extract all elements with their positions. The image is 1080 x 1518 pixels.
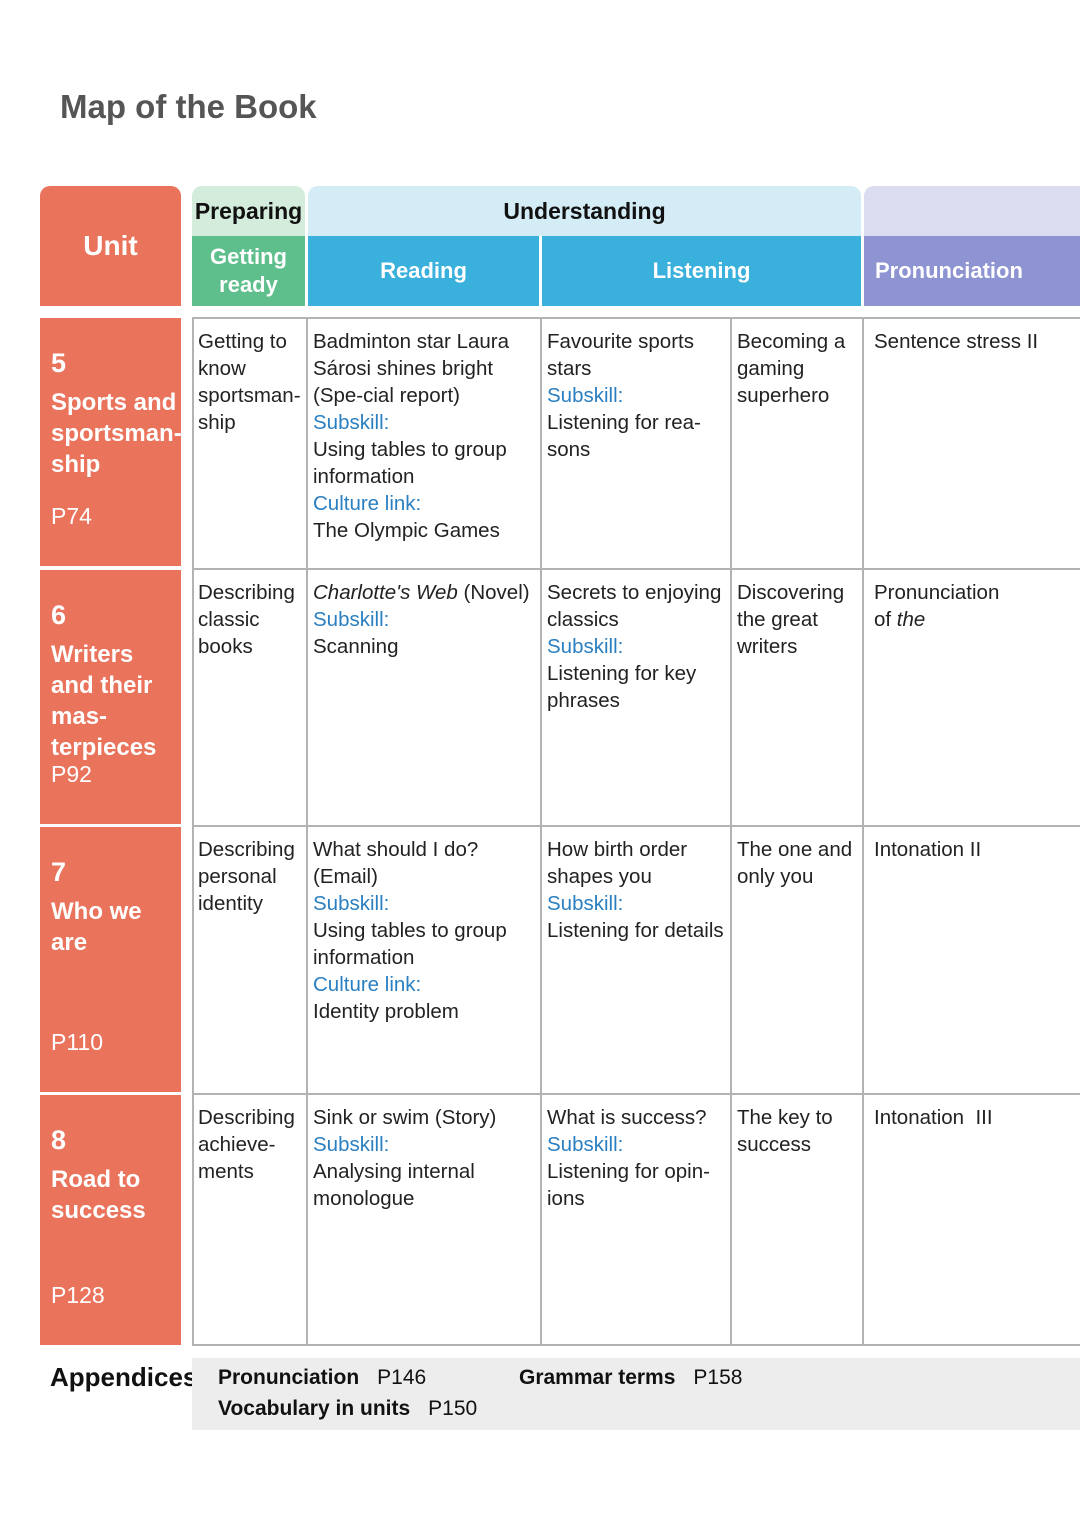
reading-title: What should I do? (Email) xyxy=(313,838,479,888)
listening-cell: How birth order shapes you Subskill: Lis… xyxy=(541,826,730,944)
subskill-label: Subskill: xyxy=(313,411,390,434)
appendix-page: P150 xyxy=(428,1397,478,1420)
subskill-label: Subskill: xyxy=(547,384,624,407)
pronunciation-cell: Intonation II xyxy=(874,838,982,861)
subskill-label: Subskill: xyxy=(313,1133,390,1156)
header-getting-ready: Getting ready xyxy=(192,236,305,306)
row-divider xyxy=(192,1093,1080,1095)
subskill-text: Listening for key phrases xyxy=(547,662,697,712)
culture-link-text: The Olympic Games xyxy=(313,519,500,542)
unit-5-cell: 5 Sports and sportsman-ship P74 xyxy=(40,318,182,566)
listening-extra-cell: The one and only you xyxy=(737,838,853,888)
reading-title: Badminton star Laura Sárosi shines brigh… xyxy=(313,330,510,407)
appendix-vocabulary: Vocabulary in units P150 xyxy=(218,1397,477,1421)
getting-ready-cell: Getting to know sportsman-ship xyxy=(198,330,301,434)
subskill-label: Subskill: xyxy=(313,608,390,631)
listening-title: Secrets to enjoying classics xyxy=(547,581,722,631)
unit-number: 5 xyxy=(51,348,67,378)
header-preparing: Preparing xyxy=(192,186,305,236)
culture-link-label: Culture link: xyxy=(313,973,422,996)
unit-page: P110 xyxy=(51,1029,104,1055)
row-divider xyxy=(192,317,1080,319)
pronunciation-cell: Sentence stress II xyxy=(874,330,1039,353)
unit-number: 7 xyxy=(51,857,67,887)
listening-cell: Favourite sports stars Subskill: Listeni… xyxy=(541,318,730,463)
appendix-page: P146 xyxy=(377,1366,427,1389)
subskill-text: Listening for details xyxy=(547,919,724,942)
listening-title: What is success? xyxy=(547,1106,707,1129)
listening-cell: What is success? Subskill: Listening for… xyxy=(541,1094,730,1212)
listening-title: Favourite sports stars xyxy=(547,330,694,380)
reading-title: Sink or swim (Story) xyxy=(313,1106,497,1129)
subskill-label: Subskill: xyxy=(547,892,624,915)
appendix-page: P158 xyxy=(693,1366,743,1389)
column-divider xyxy=(306,318,308,1345)
getting-ready-cell: Describing personal identity xyxy=(198,838,295,915)
column-divider xyxy=(862,318,864,1345)
subskill-text: Listening for rea-sons xyxy=(547,411,701,461)
reading-title-italic: Charlotte's Web xyxy=(313,581,458,604)
subskill-label: Subskill: xyxy=(547,1133,624,1156)
unit-page: P92 xyxy=(51,761,92,787)
column-divider xyxy=(730,318,732,1345)
appendices-label: Appendices xyxy=(50,1362,198,1392)
unit-number: 6 xyxy=(51,600,67,630)
appendix-grammar: Grammar terms P158 xyxy=(519,1366,742,1390)
listening-title: How birth order shapes you xyxy=(547,838,688,888)
header-pronunciation: Pronunciation xyxy=(864,236,1080,306)
header-pronunciation-top xyxy=(864,186,1080,236)
unit-page: P74 xyxy=(51,503,92,529)
subskill-text: Scanning xyxy=(313,635,399,658)
appendix-label: Pronunciation xyxy=(218,1366,360,1389)
header-reading: Reading xyxy=(308,236,539,306)
appendix-pronunciation: Pronunciation P146 xyxy=(218,1366,426,1390)
reading-title: Charlotte's Web (Novel) xyxy=(313,579,536,606)
pronunciation-prefix: of xyxy=(874,608,897,631)
reading-cell: Badminton star Laura Sárosi shines brigh… xyxy=(307,318,540,544)
subskill-text: Analysing internal monologue xyxy=(313,1160,475,1210)
reading-cell: What should I do? (Email) Subskill: Usin… xyxy=(307,826,540,1025)
pronunciation-italic: the xyxy=(896,608,926,631)
unit-title: Writers and their mas-terpieces xyxy=(51,641,157,761)
unit-title: Road to success xyxy=(51,1166,146,1224)
culture-link-text: Identity problem xyxy=(313,1000,459,1023)
unit-title: Who we are xyxy=(51,898,142,956)
subskill-text: Using tables to group information xyxy=(313,438,507,488)
subskill-label: Subskill: xyxy=(547,635,624,658)
row-divider xyxy=(192,568,1080,570)
pronunciation-cell: Pronunciation of the xyxy=(863,569,1080,633)
reading-title-rest: (Novel) xyxy=(457,581,530,604)
column-divider xyxy=(192,318,194,1345)
reading-cell: Sink or swim (Story) Subskill: Analysing… xyxy=(307,1094,540,1212)
unit-number: 8 xyxy=(51,1125,67,1155)
row-divider xyxy=(192,825,1080,827)
getting-ready-cell: Describing achieve-ments xyxy=(198,1106,295,1183)
culture-link-label: Culture link: xyxy=(313,492,422,515)
listening-extra-cell: Becoming a gaming superhero xyxy=(737,330,846,407)
pronunciation-text: Pronunciation xyxy=(874,581,1000,604)
listening-extra-cell: The key to success xyxy=(737,1106,833,1156)
subskill-label: Subskill: xyxy=(313,892,390,915)
appendix-label: Grammar terms xyxy=(519,1366,676,1389)
unit-6-cell: 6 Writers and their mas-terpieces P92 xyxy=(40,570,181,824)
pronunciation-cell: Intonation III xyxy=(874,1106,993,1129)
listening-extra-cell: Discovering the great writers xyxy=(737,581,845,658)
getting-ready-cell: Describing classic books xyxy=(198,581,295,658)
unit-title: Sports and sportsman-ship xyxy=(51,389,182,478)
reading-cell: Charlotte's Web (Novel) Subskill: Scanni… xyxy=(307,569,540,660)
page-title: Map of the Book xyxy=(60,88,317,125)
subskill-text: Using tables to group information xyxy=(313,919,507,969)
appendices-box: Pronunciation P146 Vocabulary in units P15… xyxy=(192,1358,1080,1430)
header-understanding: Understanding xyxy=(308,186,861,236)
column-divider xyxy=(540,318,542,1345)
header-listening: Listening xyxy=(542,236,861,306)
unit-page: P128 xyxy=(51,1282,105,1308)
listening-cell: Secrets to enjoying classics Subskill: L… xyxy=(541,569,730,714)
row-divider xyxy=(192,1344,1080,1346)
header-unit: Unit xyxy=(40,186,181,306)
unit-8-cell: 8 Road to success P128 xyxy=(40,1095,181,1345)
appendix-label: Vocabulary in units xyxy=(218,1397,411,1420)
subskill-text: Listening for opin-ions xyxy=(547,1160,710,1210)
unit-7-cell: 7 Who we are P110 xyxy=(40,827,181,1092)
